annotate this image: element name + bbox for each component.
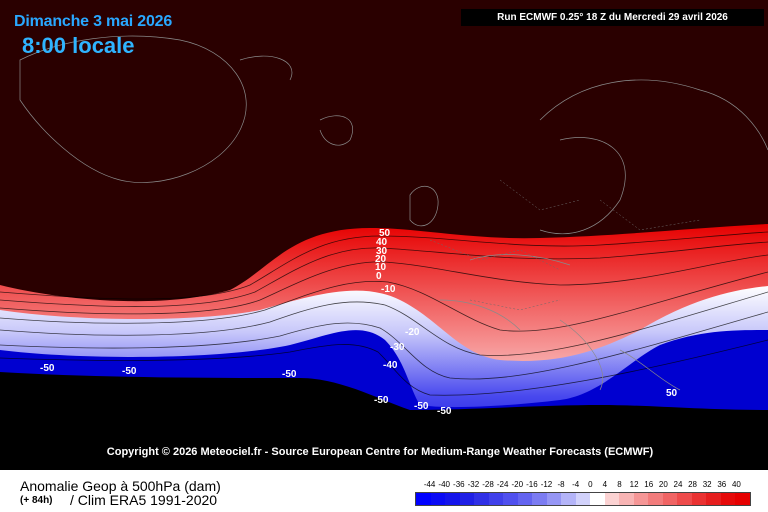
contour-label: -50	[282, 369, 297, 380]
color-scale-ticks: -44 -40 -36 -32 -28 -24 -20 -16 -12 -8 -4 0 4 8 12 16 20…	[415, 480, 751, 492]
color-scale-swatch	[648, 493, 663, 505]
color-scale-tick: -8	[557, 480, 565, 489]
color-scale-swatch	[619, 493, 634, 505]
climatology-label: / Clim ERA5 1991-2020	[70, 492, 218, 508]
contour-label: 50	[666, 388, 678, 399]
color-scale-swatch	[604, 493, 620, 505]
contour-label: -40	[383, 360, 398, 371]
color-scale-swatch	[590, 493, 605, 505]
map-canvas: 50 40 30 20 10 0 -10 -20 -30 -40 -50 -50…	[0, 0, 768, 470]
contour-label: 40	[376, 237, 388, 248]
color-scale-swatch	[474, 493, 489, 505]
color-scale-tick: -28	[482, 480, 494, 489]
color-scale-tick: -12	[540, 480, 553, 489]
color-scale-tick: 40	[731, 480, 741, 489]
contour-lines	[0, 231, 768, 396]
color-scale-tick: -40	[438, 480, 450, 489]
contour-label: 20	[375, 254, 387, 265]
color-scale-swatch	[633, 493, 649, 505]
color-scale-swatch	[459, 493, 475, 505]
color-scale-tick: 8	[617, 480, 622, 489]
contour-label: 30	[376, 246, 388, 257]
color-scale-swatch	[488, 493, 504, 505]
color-scale-swatch	[662, 493, 678, 505]
color-scale-swatch	[532, 493, 547, 505]
forecast-date: Dimanche 3 mai 2026	[14, 13, 173, 30]
forecast-hours: (+ 84h)	[20, 495, 53, 506]
contour-label-group: 50 40 30 20 10 0 -10 -20 -30 -40 -50 -50…	[40, 228, 678, 417]
color-scale-tick: -24	[496, 480, 509, 489]
color-scale-tick: 4	[602, 480, 608, 489]
africa-landmass	[0, 372, 768, 470]
contour-label: -50	[437, 406, 452, 417]
color-scale-tick: 32	[702, 480, 712, 489]
color-scale-tick: 24	[673, 480, 683, 489]
color-scale-bar	[415, 492, 751, 506]
contour-label: -10	[381, 284, 396, 295]
color-scale-swatch	[735, 493, 750, 505]
color-scale-swatch	[430, 493, 446, 505]
color-scale-swatch	[445, 493, 460, 505]
color-scale-swatch	[691, 493, 707, 505]
color-scale-swatch	[416, 493, 431, 505]
color-scale-tick: -44	[423, 480, 436, 489]
color-scale-swatch	[546, 493, 562, 505]
color-scale-swatch	[517, 493, 533, 505]
anomaly-map: 50 40 30 20 10 0 -10 -20 -30 -40 -50 -50…	[0, 0, 768, 470]
contour-label: -20	[405, 327, 420, 338]
color-scale-tick: 28	[688, 480, 698, 489]
color-scale-tick: 0	[588, 480, 593, 489]
contour-label: -50	[414, 401, 429, 412]
color-scale-tick: -4	[572, 480, 580, 489]
contour-label: 0	[376, 271, 382, 282]
color-scale-swatch	[720, 493, 736, 505]
field-title: Anomalie Geop à 500hPa (dam)	[20, 478, 221, 494]
legend-footer: Anomalie Geop à 500hPa (dam) (+ 84h) / C…	[0, 470, 768, 512]
color-scale-tick: -16	[526, 480, 538, 489]
color-scale-swatch	[575, 493, 591, 505]
color-scale-tick: 20	[658, 480, 668, 489]
coastlines	[19, 35, 768, 391]
contour-label: -50	[374, 395, 389, 406]
color-scale-swatch	[503, 493, 518, 505]
color-scale-swatch	[706, 493, 721, 505]
contour-label: 10	[375, 262, 387, 273]
color-scale-tick: -32	[467, 480, 480, 489]
copyright-text: Copyright © 2026 Meteociel.fr - Source E…	[106, 446, 654, 458]
color-scale-tick: 16	[644, 480, 654, 489]
color-scale-tick: -36	[453, 480, 465, 489]
color-scale-tick: 36	[717, 480, 727, 489]
color-scale-swatch	[677, 493, 692, 505]
borders	[429, 179, 701, 311]
forecast-time: 8:00 locale	[22, 33, 135, 58]
run-info: Run ECMWF 0.25° 18 Z du Mercredi 29 avri…	[461, 9, 764, 26]
color-scale-swatch	[561, 493, 576, 505]
contour-label: -30	[390, 342, 405, 353]
color-scale-tick: 12	[629, 480, 639, 489]
contour-label: -50	[40, 363, 55, 374]
color-scale-tick: -20	[511, 480, 524, 489]
contour-label: 50	[379, 228, 391, 239]
contour-label: -50	[122, 366, 137, 377]
